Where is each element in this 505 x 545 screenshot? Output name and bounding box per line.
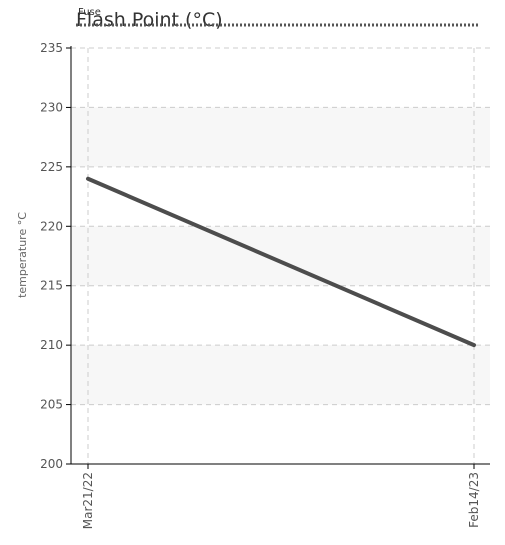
x-tick-label-1: Feb14/23 <box>467 472 481 528</box>
title-overlap-text: Fuse <box>78 7 101 18</box>
x-ticks: Mar21/22 Feb14/23 <box>81 464 481 529</box>
x-tick-label-0: Mar21/22 <box>81 472 95 529</box>
y-tick-label-230: 230 <box>40 100 63 114</box>
band-215-220 <box>71 226 490 286</box>
axes <box>70 46 490 465</box>
y-tick-label-215: 215 <box>40 279 63 293</box>
grid-lines <box>71 47 490 464</box>
background-bands <box>71 107 490 405</box>
y-tick-label-200: 200 <box>40 457 63 471</box>
y-axis-label: temperature °C <box>16 212 29 298</box>
y-ticks: 200 205 210 215 220 225 230 235 <box>40 41 71 471</box>
series-layer <box>86 176 476 348</box>
y-tick-label-205: 205 <box>40 398 63 412</box>
band-225-230 <box>71 107 490 167</box>
y-tick-label-225: 225 <box>40 160 63 174</box>
y-tick-label-235: 235 <box>40 41 63 55</box>
band-205-210 <box>71 345 490 405</box>
y-tick-label-220: 220 <box>40 219 63 233</box>
y-tick-label-210: 210 <box>40 338 63 352</box>
series-line-0 <box>86 176 476 348</box>
